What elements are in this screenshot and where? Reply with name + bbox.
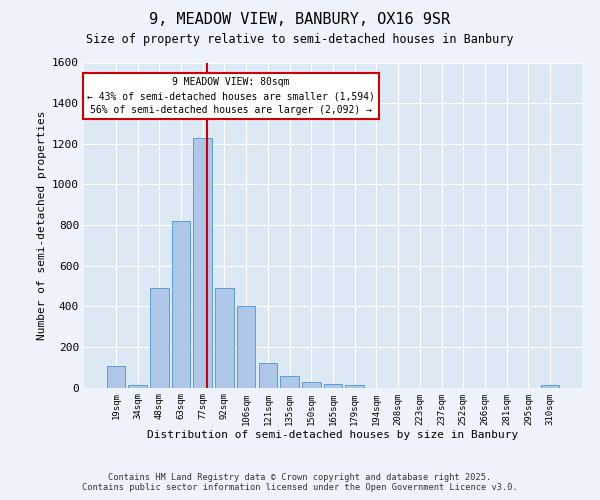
Bar xyxy=(237,306,256,388)
Bar xyxy=(541,386,559,388)
Bar xyxy=(150,288,169,388)
Bar xyxy=(215,288,233,388)
Bar xyxy=(324,384,342,388)
Bar xyxy=(346,386,364,388)
Text: Size of property relative to semi-detached houses in Banbury: Size of property relative to semi-detach… xyxy=(86,32,514,46)
Bar xyxy=(107,366,125,388)
Text: 9 MEADOW VIEW: 80sqm
← 43% of semi-detached houses are smaller (1,594)
56% of se: 9 MEADOW VIEW: 80sqm ← 43% of semi-detac… xyxy=(87,77,375,115)
Y-axis label: Number of semi-detached properties: Number of semi-detached properties xyxy=(37,110,47,340)
Bar xyxy=(172,221,190,388)
Text: Contains HM Land Registry data © Crown copyright and database right 2025.
Contai: Contains HM Land Registry data © Crown c… xyxy=(82,473,518,492)
Bar xyxy=(128,386,147,388)
Text: 9, MEADOW VIEW, BANBURY, OX16 9SR: 9, MEADOW VIEW, BANBURY, OX16 9SR xyxy=(149,12,451,28)
X-axis label: Distribution of semi-detached houses by size in Banbury: Distribution of semi-detached houses by … xyxy=(148,430,518,440)
Bar xyxy=(280,376,299,388)
Bar xyxy=(302,382,320,388)
Bar xyxy=(193,138,212,388)
Bar xyxy=(259,363,277,388)
